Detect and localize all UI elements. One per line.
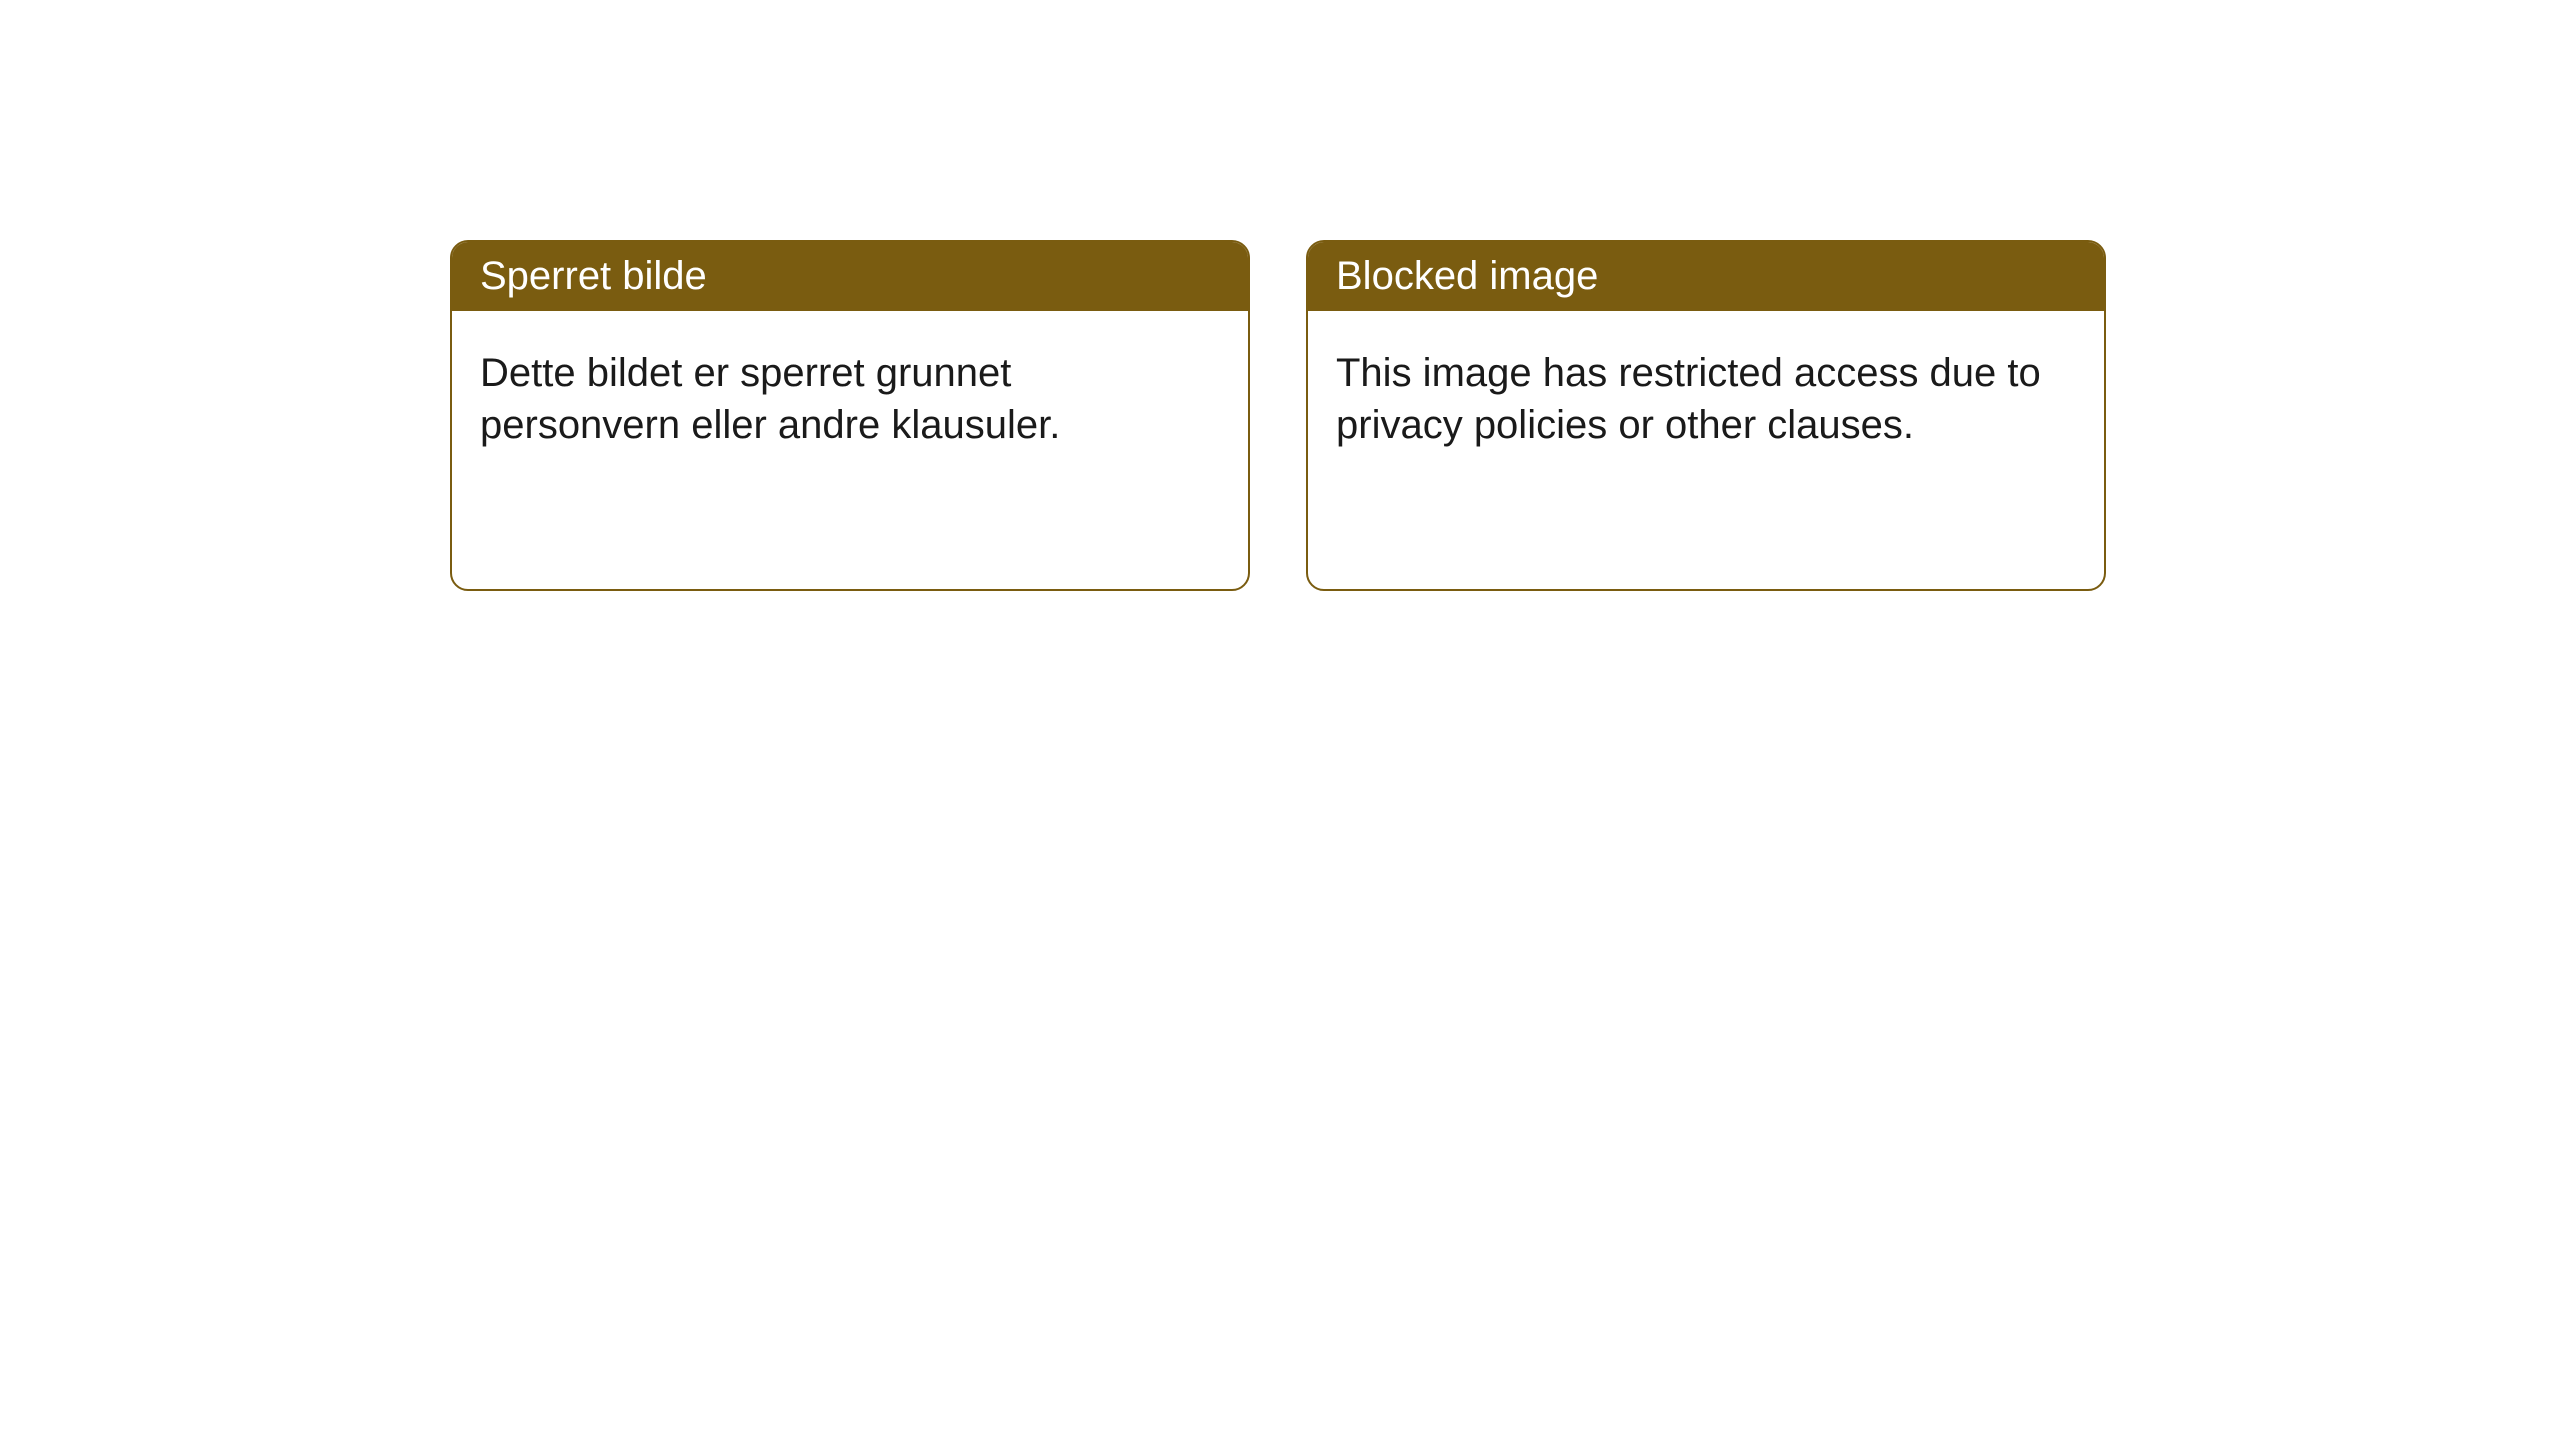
card-body-english: This image has restricted access due to … [1308, 311, 2104, 589]
card-english: Blocked image This image has restricted … [1306, 240, 2106, 591]
card-norwegian: Sperret bilde Dette bildet er sperret gr… [450, 240, 1250, 591]
card-header-norwegian: Sperret bilde [452, 242, 1248, 311]
cards-container: Sperret bilde Dette bildet er sperret gr… [450, 240, 2560, 591]
card-body-norwegian: Dette bildet er sperret grunnet personve… [452, 311, 1248, 589]
card-header-english: Blocked image [1308, 242, 2104, 311]
